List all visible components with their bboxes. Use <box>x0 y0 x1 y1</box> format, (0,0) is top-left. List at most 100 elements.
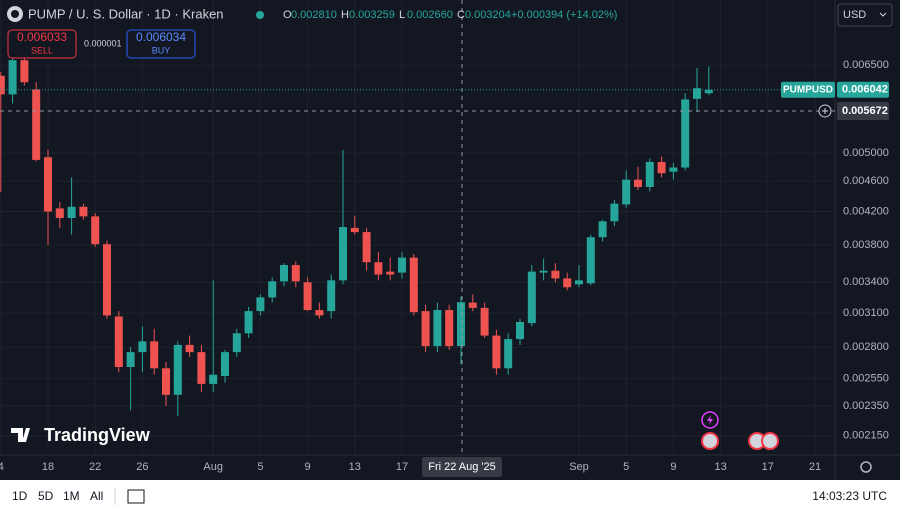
candle-body <box>303 282 312 311</box>
x-tick-label: 4 <box>0 461 4 473</box>
x-tick-label: 17 <box>762 461 774 473</box>
range-button[interactable]: 1D <box>12 489 28 503</box>
buy-label: BUY <box>152 45 171 55</box>
ohlc-key: C <box>457 9 465 21</box>
x-tick-label: 13 <box>349 461 361 473</box>
candle-body <box>421 311 430 347</box>
logo-text: TradingView <box>44 425 151 445</box>
x-tick-label: 17 <box>396 461 408 473</box>
ohlc-key: O <box>283 9 292 21</box>
y-tick-label: 0.005000 <box>843 147 889 159</box>
candle-body <box>20 60 29 83</box>
candle-body <box>610 203 619 222</box>
range-button[interactable]: 5D <box>38 489 54 503</box>
candle-body <box>645 161 654 187</box>
candle-body <box>657 161 666 174</box>
x-tick-label: 5 <box>623 461 629 473</box>
candle-body <box>67 206 76 218</box>
event-icon[interactable] <box>701 432 719 450</box>
candle-body <box>79 206 88 217</box>
x-tick-label: 9 <box>305 461 311 473</box>
candle-body <box>622 179 631 205</box>
candle-body <box>374 262 383 275</box>
last-price-box <box>837 81 889 98</box>
y-tick-label: 0.002150 <box>843 430 889 442</box>
toolbar <box>0 480 900 507</box>
x-tick-label: 13 <box>714 461 726 473</box>
candle-body <box>492 335 501 369</box>
symbol-icon-inner <box>11 10 19 18</box>
x-tick-label: 5 <box>257 461 263 473</box>
y-tick-label: 0.004600 <box>843 175 889 187</box>
buy-price: 0.006034 <box>136 30 186 44</box>
crosshair-x-box <box>422 457 502 477</box>
candle-body <box>91 216 100 245</box>
candle-body <box>634 179 642 187</box>
candle-body <box>445 310 454 347</box>
candle-body <box>315 310 324 316</box>
candle-body <box>256 297 265 312</box>
symbol-title: PUMP / U. S. Dollar · 1D · Kraken <box>28 6 224 21</box>
candle-body <box>362 232 371 263</box>
currency: USD <box>843 9 866 21</box>
candle-body <box>150 341 159 369</box>
range-button[interactable]: 1M <box>63 489 80 503</box>
candle-body <box>409 257 418 313</box>
candle-body <box>457 302 465 347</box>
candle-body <box>551 270 560 279</box>
y-tick-label: 0.002550 <box>843 373 889 385</box>
crosshair-y-box <box>837 101 889 120</box>
background <box>0 0 900 480</box>
add-alert-plus <box>822 107 828 114</box>
ohlc-legend: O 0.002810 H 0.003259 L 0.002660 C 0.003204 +0.0… <box>283 9 617 21</box>
range-button[interactable]: All <box>90 489 103 503</box>
sell-button[interactable] <box>7 29 77 59</box>
candle-body <box>0 75 5 95</box>
x-tick-label: Aug <box>203 461 223 473</box>
axes: 0.006500 0.005000 0.004600 0.004200 0.003800… <box>0 59 889 473</box>
status-dot <box>256 11 264 19</box>
last-price-value: 0.006042 <box>842 84 888 96</box>
date-range-icon[interactable] <box>127 489 145 504</box>
candle-body <box>185 344 194 353</box>
dropdown-arrow <box>879 12 887 17</box>
candle-body <box>468 302 477 308</box>
y-tick-label: 0.004200 <box>843 205 889 217</box>
candle-body <box>268 281 277 298</box>
candle-body <box>32 89 41 160</box>
x-tick-label: 9 <box>670 461 676 473</box>
candle-body <box>704 89 713 94</box>
x-tick-label: 18 <box>42 461 54 473</box>
settings-icon[interactable] <box>860 461 872 473</box>
candle-body <box>586 237 595 284</box>
candle-body <box>433 310 442 347</box>
event-icon[interactable] <box>761 432 779 450</box>
candle-body <box>280 265 288 282</box>
candle-body <box>575 280 583 285</box>
candles <box>0 57 713 417</box>
candle-body <box>44 157 52 212</box>
candle-body <box>162 368 170 395</box>
buy-button[interactable] <box>126 29 196 59</box>
clock: 14:03:23 UTC <box>812 489 887 503</box>
candle-body <box>539 270 548 273</box>
last-price-name: PUMPUSD <box>783 84 833 95</box>
candle-body <box>516 321 524 340</box>
x-tick-label: 21 <box>809 461 821 473</box>
ohlc-value: 0.002660 <box>407 9 453 21</box>
candle-body <box>209 374 218 384</box>
candle-body <box>693 88 701 99</box>
y-tick-label: 0.003400 <box>843 276 889 288</box>
candle-body <box>103 244 111 316</box>
ohlc-value: 0.003259 <box>349 9 395 21</box>
candle-body <box>563 278 572 288</box>
spread: 0.000001 <box>84 38 122 48</box>
candle-body <box>173 344 182 395</box>
currency-select[interactable] <box>837 3 893 27</box>
candle-body <box>55 208 64 218</box>
last-price-tag <box>781 81 835 98</box>
y-tick-label: 0.002350 <box>843 400 889 412</box>
candle-body <box>669 167 678 172</box>
